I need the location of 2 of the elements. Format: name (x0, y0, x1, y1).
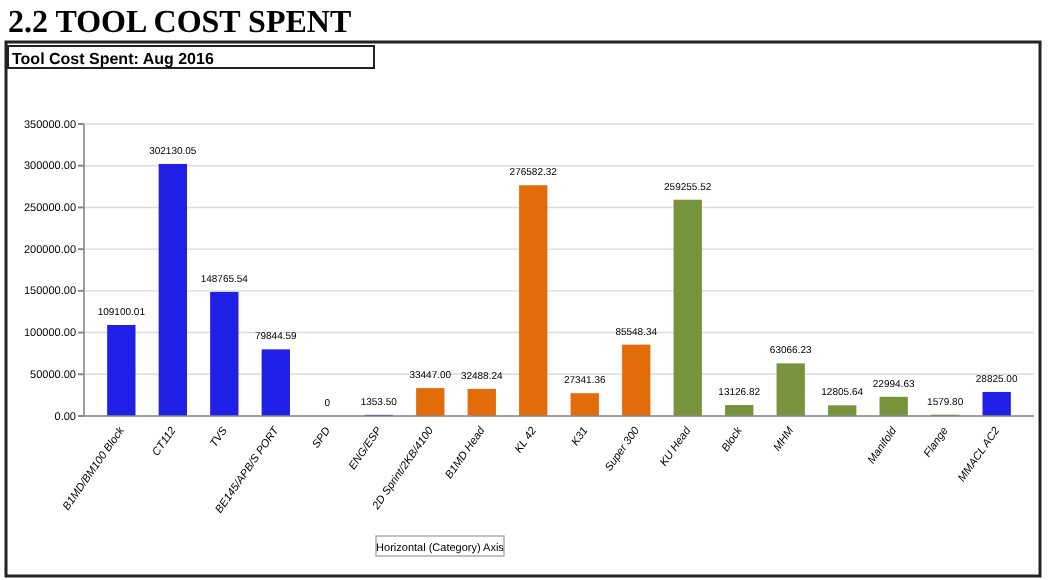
chart-subtitle: Tool Cost Spent: Aug 2016 (12, 50, 215, 68)
chart-title: 2.2 TOOL COST SPENT (8, 6, 352, 40)
